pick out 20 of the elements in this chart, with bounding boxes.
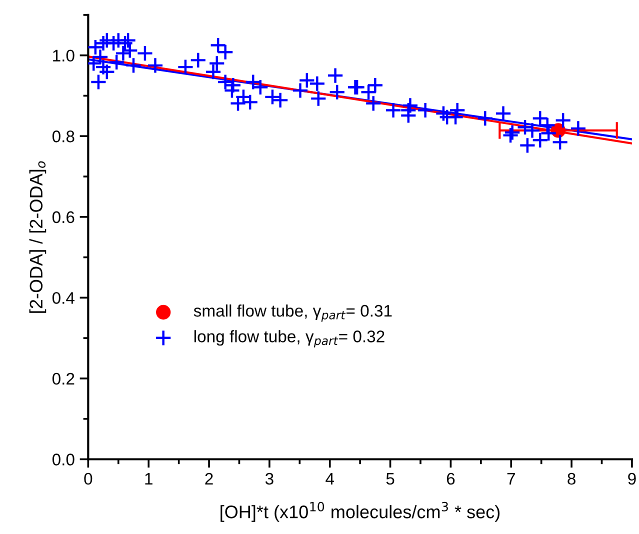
x-tick-label: 4 (326, 473, 334, 485)
x-axis-title: [OH]*t (x10$^{10}$ molecules/cm$^{3}$ * sec) (220, 502, 500, 522)
y-tick-label: 1.0 (53, 50, 74, 62)
x-tick-label: 2 (205, 472, 213, 485)
y-tick-label: 0.6 (52, 211, 74, 224)
x-tick-label: 6 (446, 472, 455, 485)
x-tick-label: 8 (568, 472, 576, 485)
y-axis-title: [2-ODA] / [2-ODA]$_{o}$ (29, 161, 46, 313)
x-tick-label: 1 (145, 473, 152, 485)
x-tick-label: 9 (628, 472, 636, 485)
x-tick-label: 0 (84, 472, 92, 485)
x-tick-label: 3 (265, 472, 274, 485)
x-tick-label: 7 (507, 473, 515, 485)
y-tick-label: 0.0 (52, 454, 74, 466)
y-tick-label: 0.2 (52, 372, 74, 385)
legend-label: long flow tube, γ$_{part}$= 0.32 (194, 330, 384, 348)
y-tick-label: 0.4 (52, 292, 74, 304)
x-tick-label: 5 (386, 473, 394, 485)
y-tick-label: 0.8 (52, 130, 74, 142)
legend-label: small flow tube, γ$_{part}$= 0.31 (194, 304, 392, 322)
